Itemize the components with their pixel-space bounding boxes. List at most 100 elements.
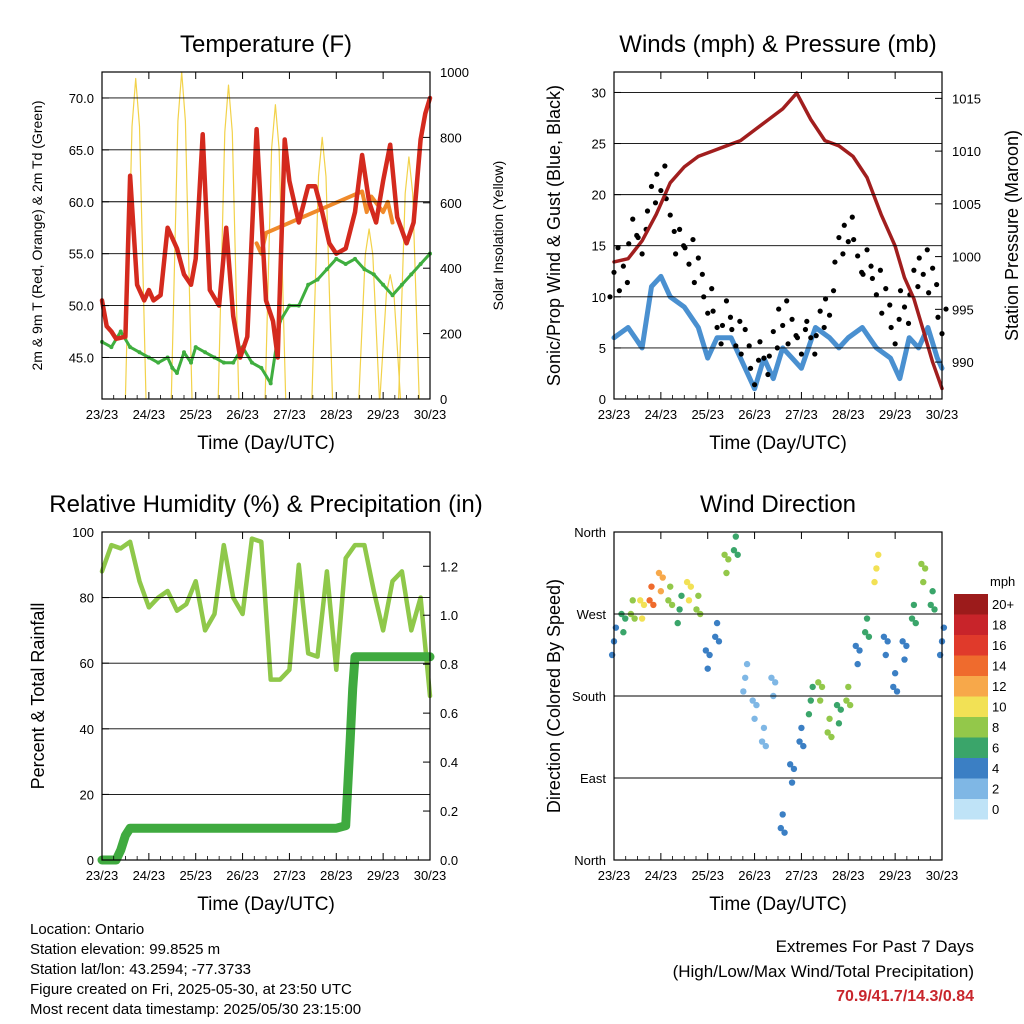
- gust-point: [747, 365, 754, 371]
- gust-point: [616, 288, 622, 294]
- gust-point: [841, 222, 847, 228]
- dewpoint-point: [334, 256, 339, 261]
- direction-point: [880, 633, 888, 640]
- y-axis-label: Sonic/Prop Wind & Gust (Blue, Black): [544, 85, 564, 386]
- dewpoint-point: [128, 345, 133, 350]
- dewpoint-point: [259, 365, 264, 370]
- dewpoint-point: [371, 272, 376, 277]
- gust-point: [920, 271, 926, 277]
- direction-point: [667, 583, 674, 590]
- y-tick-label: South: [572, 689, 606, 704]
- y2-tick-label: 200: [440, 327, 462, 342]
- direction-point: [657, 588, 665, 595]
- x-tick-label: 27/23: [785, 868, 818, 883]
- dewpoint-point: [268, 381, 273, 386]
- dewpoint-point: [409, 272, 414, 277]
- y-tick-label: 40: [80, 722, 94, 737]
- x-tick-label: 23/23: [86, 868, 119, 883]
- y2-tick-label: 0.0: [440, 853, 458, 868]
- direction-point: [854, 660, 861, 668]
- legend-label: 8: [992, 720, 999, 735]
- gust-point: [930, 265, 936, 271]
- direction-point: [921, 565, 929, 572]
- direction-point: [622, 615, 629, 622]
- gust-point: [673, 251, 679, 257]
- dewpoint-point: [109, 345, 114, 350]
- direction-point: [706, 651, 713, 659]
- direction-point: [918, 560, 925, 568]
- legend-label: 18: [992, 618, 1006, 633]
- legend-swatch: [954, 614, 988, 635]
- y2-tick-label: 400: [440, 261, 462, 276]
- direction-point: [816, 697, 824, 704]
- y2-tick-label: 995: [952, 302, 974, 317]
- dewpoint-point: [418, 262, 423, 267]
- gust-point: [887, 302, 893, 308]
- dewpoint-point: [137, 350, 142, 355]
- x-tick-label: 28/23: [320, 868, 353, 883]
- legend-label: 20+: [992, 597, 1014, 612]
- gust-point: [615, 245, 621, 251]
- x-tick-label: 26/23: [738, 407, 771, 422]
- gust-point: [849, 214, 855, 220]
- direction-point: [646, 597, 653, 604]
- y2-tick-label: 800: [440, 130, 462, 145]
- direction-point: [758, 738, 766, 745]
- dewpoint-point: [193, 345, 198, 350]
- legend-label: 12: [992, 679, 1006, 694]
- x-tick-label: 23/23: [86, 407, 119, 422]
- direction-point: [856, 647, 863, 654]
- y2-tick-label: 1000: [440, 65, 469, 80]
- direction-point: [779, 811, 786, 818]
- x-tick-label: 28/23: [832, 868, 865, 883]
- gust-point: [924, 247, 930, 253]
- direction-point: [742, 674, 749, 681]
- direction-point: [629, 597, 636, 604]
- gust-point: [845, 239, 851, 245]
- station-latlon: Station lat/lon: 43.2594; -77.3733: [30, 961, 252, 978]
- x-tick-label: 26/23: [226, 407, 259, 422]
- direction-point: [846, 701, 854, 709]
- direction-point: [734, 551, 741, 558]
- gust-point: [652, 200, 659, 206]
- direction-point: [824, 729, 831, 736]
- gust-point: [860, 271, 866, 277]
- dewpoint-point: [231, 360, 236, 365]
- y-tick-label: North: [574, 853, 606, 868]
- gust-point: [630, 216, 636, 222]
- gust-point: [770, 328, 776, 335]
- dewpoint-point: [343, 262, 348, 267]
- gust-point: [718, 341, 724, 347]
- direction-point: [798, 724, 805, 732]
- legend-swatch: [954, 676, 988, 697]
- gust-point: [869, 275, 876, 282]
- gust-point: [729, 326, 735, 333]
- y2-axis-label: Solar Insolation (Yellow): [490, 161, 506, 311]
- direction-point: [674, 619, 681, 627]
- gust-point: [738, 351, 744, 357]
- y-tick-label: 55.0: [69, 247, 94, 262]
- dewpoint-point: [118, 329, 123, 334]
- legend-label: 14: [992, 659, 1006, 674]
- y-axis-label: Direction (Colored By Speed): [544, 579, 564, 813]
- x-tick-label: 24/23: [645, 407, 678, 422]
- direction-point: [884, 638, 891, 645]
- gust-point: [742, 326, 748, 333]
- direction-point: [723, 569, 730, 577]
- x-tick-label: 30/23: [926, 407, 959, 422]
- x-tick-label: 29/23: [879, 868, 912, 883]
- extremes-box: Extremes For Past 7 Days (High/Low/Max W…: [673, 934, 974, 1009]
- dewpoint-point: [315, 277, 320, 282]
- y2-tick-label: 1010: [952, 144, 981, 159]
- x-tick-label: 29/23: [367, 868, 400, 883]
- direction-point: [650, 601, 657, 609]
- precipitation-line: [97, 652, 435, 865]
- direction-point: [762, 742, 770, 750]
- gust-point: [804, 318, 810, 324]
- direction-point: [638, 615, 646, 622]
- extremes-values: 70.9/41.7/14.3/0.84: [836, 988, 974, 1005]
- direction-point: [815, 679, 822, 686]
- gust-point: [821, 324, 827, 331]
- x-tick-label: 24/23: [645, 868, 678, 883]
- direction-point: [796, 738, 803, 745]
